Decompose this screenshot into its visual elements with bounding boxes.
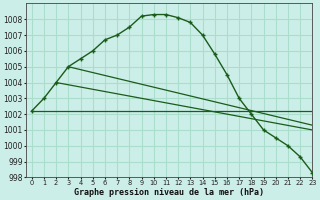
X-axis label: Graphe pression niveau de la mer (hPa): Graphe pression niveau de la mer (hPa) — [74, 188, 264, 197]
